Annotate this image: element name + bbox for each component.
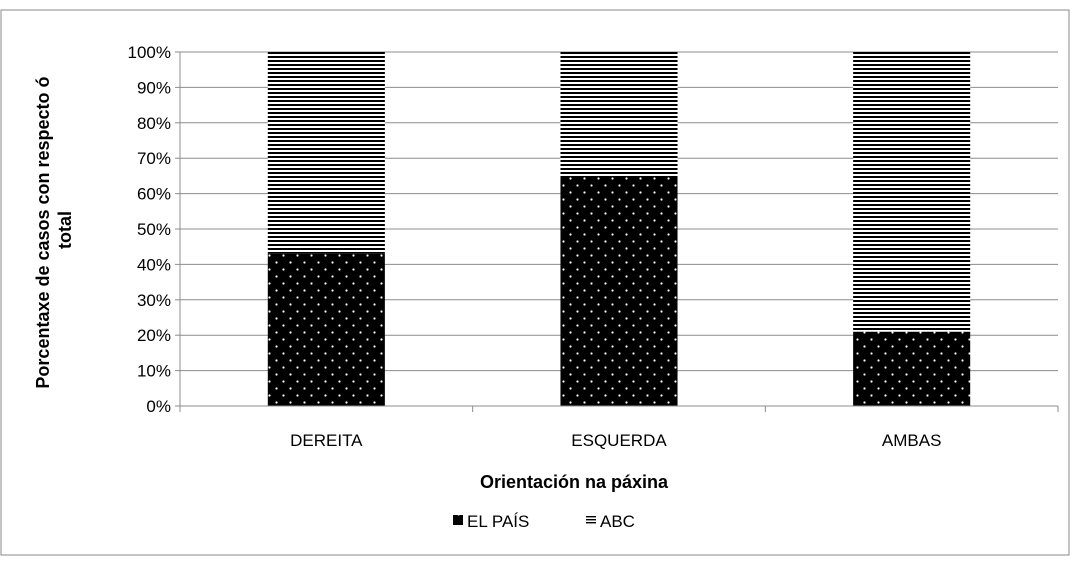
legend-swatch-el-pais xyxy=(453,515,463,525)
bar-abc-ambas xyxy=(853,52,971,332)
y-axis-title: Porcentaxe de casos con respecto ó total xyxy=(33,71,75,388)
bar-el-pais-dereita xyxy=(267,253,385,406)
legend-swatch-abc xyxy=(586,515,596,525)
bar-abc-dereita xyxy=(267,52,385,254)
y-tick-label-10: 10% xyxy=(137,362,171,381)
x-tick-label-esquerda: ESQUERDA xyxy=(571,431,667,450)
legend-label-abc: ABC xyxy=(600,512,635,531)
x-axis-title: Orientación na páxina xyxy=(480,472,669,492)
y-tick-label-90: 90% xyxy=(137,78,171,97)
y-axis-title-line-1: Porcentaxe de casos con respecto ó xyxy=(33,76,53,388)
x-tick-label-dereita: DEREITA xyxy=(290,431,363,450)
bar-abc-esquerda xyxy=(560,52,678,176)
bars xyxy=(267,52,971,406)
y-tick-label-20: 20% xyxy=(137,326,171,345)
y-tick-label-40: 40% xyxy=(137,255,171,274)
x-tick-labels: DEREITA ESQUERDA AMBAS xyxy=(290,431,941,450)
bar-el-pais-esquerda xyxy=(560,175,678,406)
y-tick-label-100: 100% xyxy=(128,43,171,62)
bar-el-pais-ambas xyxy=(853,331,971,406)
axes xyxy=(175,51,1059,412)
y-tick-label-60: 60% xyxy=(137,185,171,204)
legend-label-el-pais: EL PAÍS xyxy=(467,512,529,531)
y-axis-title-line-2: total xyxy=(55,211,75,249)
legend: EL PAÍS ABC xyxy=(453,512,635,531)
y-tick-label-30: 30% xyxy=(137,291,171,310)
y-tick-label-70: 70% xyxy=(137,149,171,168)
y-tick-label-80: 80% xyxy=(137,114,171,133)
y-tick-labels: 0% 10% 20% 30% 40% 50% 60% 70% 80% 90% 100% xyxy=(128,43,171,416)
x-tick-label-ambas: AMBAS xyxy=(882,431,942,450)
y-tick-label-0: 0% xyxy=(146,397,171,416)
y-tick-label-50: 50% xyxy=(137,220,171,239)
